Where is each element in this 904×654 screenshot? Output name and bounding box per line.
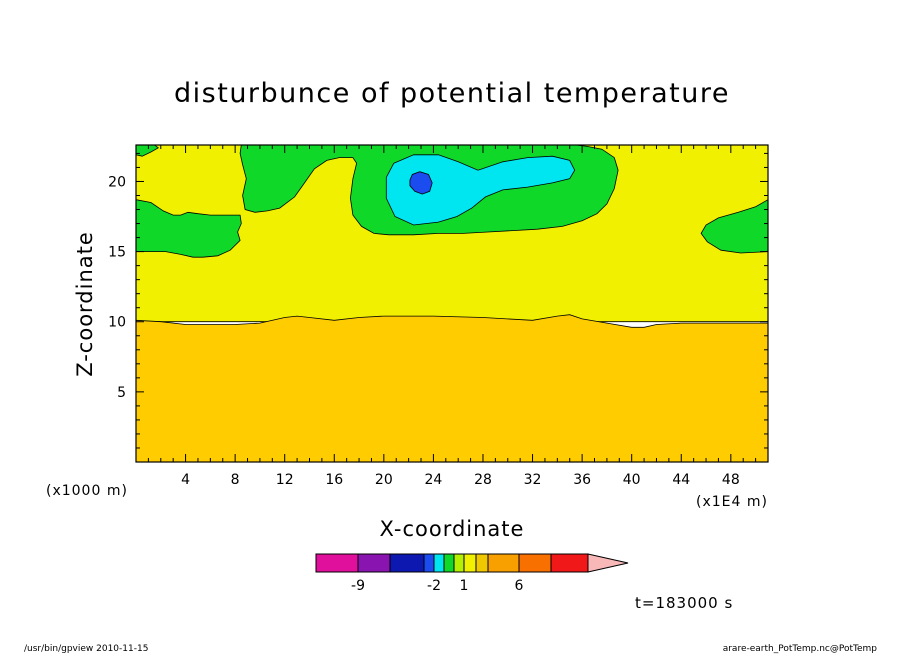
y-axis: 5 10 15 20 <box>108 152 768 449</box>
colorbar-swatch <box>357 553 391 573</box>
footer-right: arare-earth_PotTemp.nc@PotTemp <box>723 644 878 654</box>
x-tick-label: 28 <box>474 472 492 488</box>
plot-area <box>135 144 769 463</box>
colorbar-swatch <box>487 553 520 573</box>
x-unit-right: (x1E4 m) <box>696 494 768 510</box>
colorbar-swatch <box>443 553 455 573</box>
footer-left: /usr/bin/gpview 2010-11-15 <box>24 644 148 654</box>
time-label: t=183000 s <box>635 594 733 612</box>
x-tick-label: 4 <box>181 472 190 488</box>
plot-frame <box>135 144 769 463</box>
colorbar-label: -2 <box>427 578 441 594</box>
contour-region-level-high <box>135 314 769 463</box>
colorbar-label: 1 <box>460 578 469 594</box>
x-tick-label: 24 <box>424 472 442 488</box>
colorbar-label: -9 <box>351 578 365 594</box>
x-axis-label: X-coordinate <box>380 517 525 541</box>
colorbar-swatch <box>315 553 359 573</box>
x-tick-label: 12 <box>276 472 294 488</box>
contour-region-level-near-0-right <box>700 199 769 254</box>
colorbar: -9 -2 1 6 <box>315 553 629 594</box>
y-tick-label: 10 <box>108 315 126 331</box>
contour-fills <box>135 144 769 463</box>
contour-region-level-below-0 <box>385 154 576 226</box>
x-tick-label: 32 <box>524 472 542 488</box>
colorbar-swatch <box>463 553 477 573</box>
x-tick-label: 48 <box>722 472 740 488</box>
colorbar-swatch <box>433 553 445 573</box>
colorbar-swatch <box>423 553 435 573</box>
colorbar-swatch <box>453 553 465 573</box>
y-tick-label: 15 <box>108 245 126 261</box>
contour-region-level-near-0-left <box>135 199 242 258</box>
x-tick-label: 44 <box>672 472 690 488</box>
x-axis: 4 8 12 16 20 24 28 32 36 40 44 48 <box>147 145 757 488</box>
x-tick-label: 8 <box>231 472 240 488</box>
y-tick-label: 5 <box>117 385 126 401</box>
y-tick-label: 20 <box>108 174 126 190</box>
x-tick-label: 40 <box>623 472 641 488</box>
colorbar-label: 6 <box>515 578 524 594</box>
colorbar-extend-arrow <box>587 553 629 573</box>
x-tick-label: 20 <box>375 472 393 488</box>
y-axis-label: Z-coordinate <box>73 231 97 377</box>
x-unit-left: (x1000 m) <box>46 483 128 499</box>
contour-region-level-minus-2 <box>409 171 433 195</box>
chart-title: disturbunce of potential temperature <box>174 78 730 109</box>
colorbar-swatch <box>550 553 589 573</box>
colorbar-swatch <box>518 553 552 573</box>
x-tick-label: 16 <box>325 472 343 488</box>
colorbar-swatch <box>475 553 489 573</box>
colorbar-swatch <box>389 553 425 573</box>
x-tick-label: 36 <box>573 472 591 488</box>
